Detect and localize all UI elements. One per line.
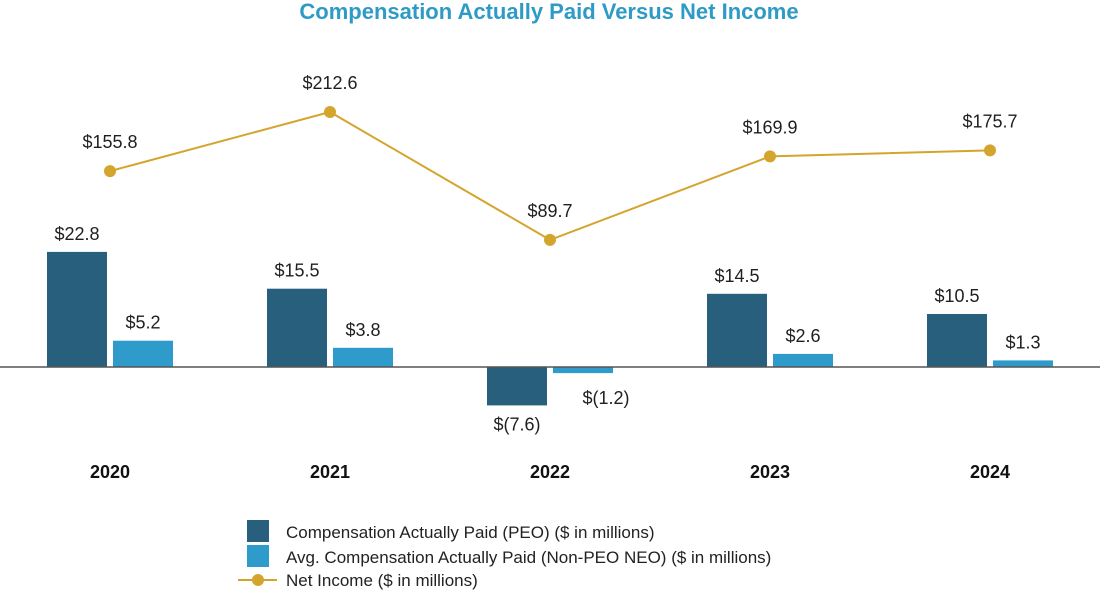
bar-peo-2022	[487, 367, 547, 406]
data-label-peo-2022: $(7.6)	[493, 414, 540, 434]
legend-label-net-income: Net Income ($ in millions)	[286, 571, 478, 590]
legend-swatch-non-peo	[247, 545, 269, 567]
bar-non-peo-2021	[333, 347, 393, 367]
data-label-non-peo-2021: $3.8	[345, 320, 380, 340]
data-label-peo-2020: $22.8	[54, 224, 99, 244]
bar-non-peo-2020	[113, 340, 173, 367]
net-income-label-2021: $212.6	[302, 73, 357, 93]
legend-swatch-peo	[247, 520, 269, 542]
labels-layer: $22.8 $5.2 2020 $15.5 $3.8 2021 $(7.6) $(1.2) 20…	[54, 73, 1040, 482]
net-income-point-2021	[324, 106, 336, 118]
legend-label-peo: Compensation Actually Paid (PEO) ($ in m…	[286, 523, 654, 542]
net-income-label-2022: $89.7	[527, 201, 572, 221]
net-income-point-2024	[984, 144, 996, 157]
data-label-peo-2024: $10.5	[934, 286, 979, 306]
bar-peo-2024	[927, 314, 987, 367]
data-label-non-peo-2020: $5.2	[125, 313, 160, 333]
bar-non-peo-2024	[993, 360, 1053, 367]
legend-label-non-peo: Avg. Compensation Actually Paid (Non-PEO…	[286, 548, 771, 567]
data-label-non-peo-2024: $1.3	[1005, 332, 1040, 352]
bar-non-peo-2023	[773, 353, 833, 367]
net-income-label-2024: $175.7	[962, 111, 1017, 131]
net-income-label-2020: $155.8	[82, 132, 137, 152]
bar-peo-2020	[47, 251, 107, 367]
data-label-non-peo-2023: $2.6	[785, 326, 820, 346]
x-tick-label-2022: 2022	[530, 462, 570, 482]
data-label-peo-2023: $14.5	[714, 266, 759, 286]
legend: Compensation Actually Paid (PEO) ($ in m…	[238, 520, 771, 590]
data-label-peo-2021: $15.5	[274, 261, 319, 281]
x-tick-label-2021: 2021	[310, 462, 350, 482]
x-tick-label-2020: 2020	[90, 462, 130, 482]
legend-swatch-net-income-marker	[252, 574, 264, 586]
net-income-line-layer	[104, 106, 996, 246]
chart-title: Compensation Actually Paid Versus Net In…	[299, 0, 798, 24]
x-tick-label-2024: 2024	[970, 462, 1010, 482]
x-tick-label-2023: 2023	[750, 462, 790, 482]
net-income-point-2023	[764, 150, 776, 163]
bar-peo-2021	[267, 288, 327, 367]
data-label-non-peo-2022: $(1.2)	[582, 388, 629, 408]
bar-non-peo-2022	[553, 367, 613, 374]
bar-peo-2023	[707, 293, 767, 367]
net-income-point-2020	[104, 165, 116, 178]
net-income-label-2023: $169.9	[742, 117, 797, 137]
bars-layer	[47, 251, 1053, 406]
net-income-point-2022	[544, 233, 556, 246]
